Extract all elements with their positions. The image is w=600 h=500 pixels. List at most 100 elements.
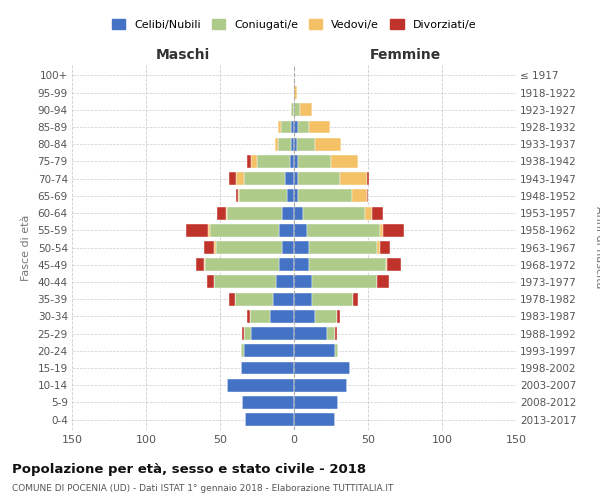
Bar [335,327,337,340]
Bar [245,413,294,426]
Bar [282,206,294,220]
Bar [291,120,294,134]
Bar [214,241,215,254]
Bar [209,224,279,236]
Bar [282,241,294,254]
Bar [300,104,312,116]
Y-axis label: Fasce di età: Fasce di età [20,214,31,280]
Bar [208,224,209,236]
Bar [217,206,226,220]
Bar [279,258,294,271]
Bar [294,104,300,116]
Bar [291,138,294,150]
Bar [241,344,244,358]
Bar [377,241,380,254]
Bar [276,276,294,288]
Bar [227,379,294,392]
Bar [242,396,294,409]
Bar [281,120,291,134]
Bar [309,258,386,271]
Bar [271,310,294,323]
Bar [287,190,294,202]
Bar [294,379,347,392]
Y-axis label: Anni di nascita: Anni di nascita [593,206,600,289]
Legend: Celibi/Nubili, Coniugati/e, Vedovi/e, Divorziati/e: Celibi/Nubili, Coniugati/e, Vedovi/e, Di… [112,20,476,30]
Bar [380,224,383,236]
Bar [335,344,338,358]
Bar [298,120,309,134]
Bar [386,258,387,271]
Bar [279,224,294,236]
Bar [294,292,312,306]
Bar [235,292,273,306]
Bar [229,292,235,306]
Bar [298,155,331,168]
Bar [244,172,285,185]
Bar [278,138,291,150]
Bar [238,190,239,202]
Bar [312,292,353,306]
Bar [278,120,281,134]
Bar [242,327,244,340]
Bar [244,327,251,340]
Bar [275,138,278,150]
Bar [204,241,214,254]
Text: COMUNE DI POCENIA (UD) - Dati ISTAT 1° gennaio 2018 - Elaborazione TUTTITALIA.IT: COMUNE DI POCENIA (UD) - Dati ISTAT 1° g… [12,484,394,493]
Bar [294,138,297,150]
Bar [303,206,365,220]
Bar [294,258,309,271]
Bar [312,276,377,288]
Bar [215,241,282,254]
Bar [309,241,377,254]
Bar [294,86,297,99]
Bar [315,310,337,323]
Bar [315,138,341,150]
Bar [294,155,298,168]
Bar [294,276,312,288]
Bar [214,276,276,288]
Bar [294,327,326,340]
Bar [204,258,205,271]
Bar [236,190,238,202]
Bar [294,172,298,185]
Bar [294,344,335,358]
Bar [239,190,287,202]
Bar [294,310,315,323]
Bar [297,138,315,150]
Bar [196,258,204,271]
Bar [205,258,279,271]
Bar [294,413,335,426]
Bar [294,190,298,202]
Bar [307,224,380,236]
Bar [227,206,282,220]
Bar [377,276,389,288]
Bar [337,310,340,323]
Bar [294,396,338,409]
Bar [352,190,367,202]
Bar [291,104,294,116]
Bar [340,172,367,185]
Bar [373,206,383,220]
Bar [186,224,208,236]
Bar [226,206,227,220]
Bar [247,155,251,168]
Bar [247,310,250,323]
Bar [387,258,401,271]
Bar [251,327,294,340]
Bar [236,172,244,185]
Bar [383,224,404,236]
Bar [257,155,290,168]
Bar [294,206,303,220]
Bar [251,155,257,168]
Bar [353,292,358,306]
Bar [294,224,307,236]
Text: Popolazione per età, sesso e stato civile - 2018: Popolazione per età, sesso e stato civil… [12,462,366,475]
Bar [241,362,294,374]
Bar [273,292,294,306]
Bar [326,327,335,340]
Text: Femmine: Femmine [370,48,440,62]
Bar [380,241,390,254]
Bar [294,120,298,134]
Bar [331,155,358,168]
Bar [294,362,350,374]
